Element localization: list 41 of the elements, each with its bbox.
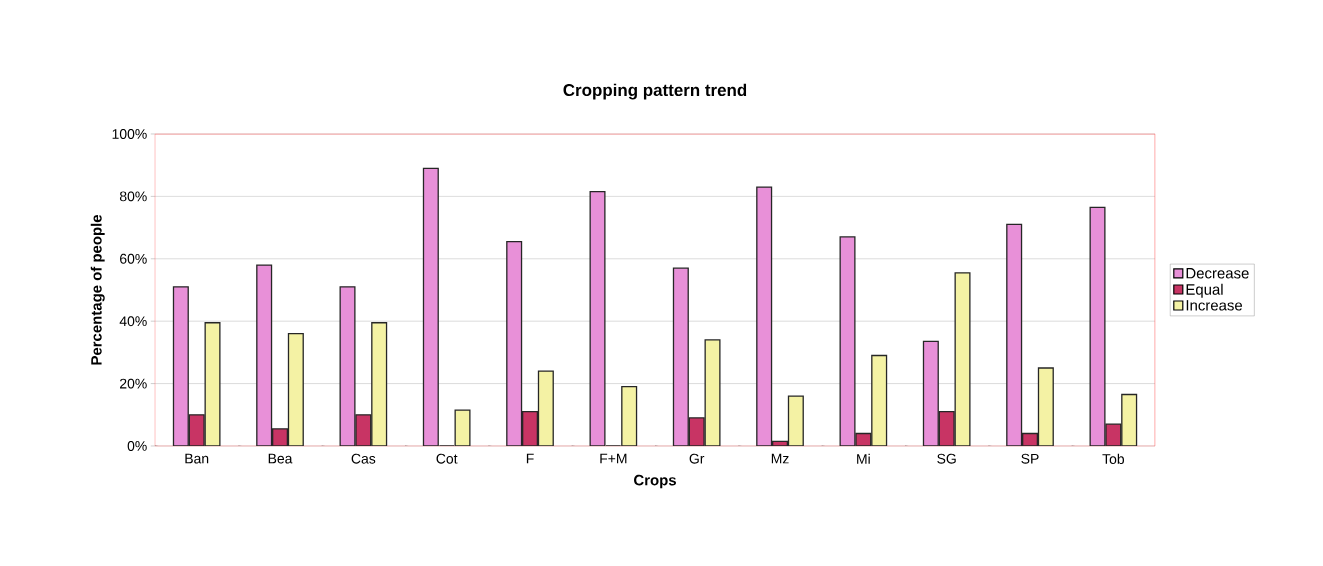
bar	[522, 411, 539, 446]
y-axis-title: Percentage of people	[90, 214, 105, 365]
bar	[621, 386, 638, 446]
legend-label: Increase	[1186, 300, 1243, 311]
x-tick-label: SG	[937, 453, 956, 464]
x-tick-label: Cot	[436, 453, 458, 464]
y-tick-label: 80%	[119, 191, 147, 202]
bar	[256, 264, 273, 446]
x-tick-label: Gr	[689, 453, 705, 464]
x-tick-label: Mz	[771, 453, 789, 464]
bar	[422, 167, 439, 446]
bar	[172, 286, 189, 446]
bar	[756, 186, 773, 446]
x-tick-label: SP	[1021, 453, 1039, 464]
x-tick-label: Mi	[857, 453, 870, 464]
bar	[506, 240, 523, 446]
x-axis-title: Crops	[634, 474, 676, 489]
bar	[1037, 367, 1054, 446]
y-tick-label: 40%	[119, 316, 147, 327]
bar	[287, 333, 304, 446]
x-tick-label: Ban	[185, 453, 209, 464]
y-tick-label: 0%	[127, 441, 147, 451]
bar	[871, 354, 888, 446]
bar	[537, 370, 554, 446]
bar	[1121, 393, 1138, 446]
bar	[922, 340, 939, 446]
y-tick-label: 20%	[120, 378, 147, 389]
bar	[1006, 223, 1023, 446]
y-tick-label: 60%	[120, 253, 147, 264]
bar	[672, 267, 689, 446]
legend-label: Equal	[1186, 283, 1223, 298]
legend-label: Decrease	[1186, 268, 1249, 279]
x-tick-label: Bea	[268, 453, 293, 464]
y-tick-label: 100%	[112, 129, 147, 139]
x-tick-label: F	[526, 453, 534, 464]
bar	[787, 395, 804, 446]
bar	[371, 322, 388, 446]
x-tick-label: Tob	[1102, 453, 1125, 465]
x-tick-label: Cas	[351, 453, 376, 464]
chart-title: Cropping pattern trend	[563, 83, 747, 100]
x-tick-label: F+M	[600, 453, 627, 464]
